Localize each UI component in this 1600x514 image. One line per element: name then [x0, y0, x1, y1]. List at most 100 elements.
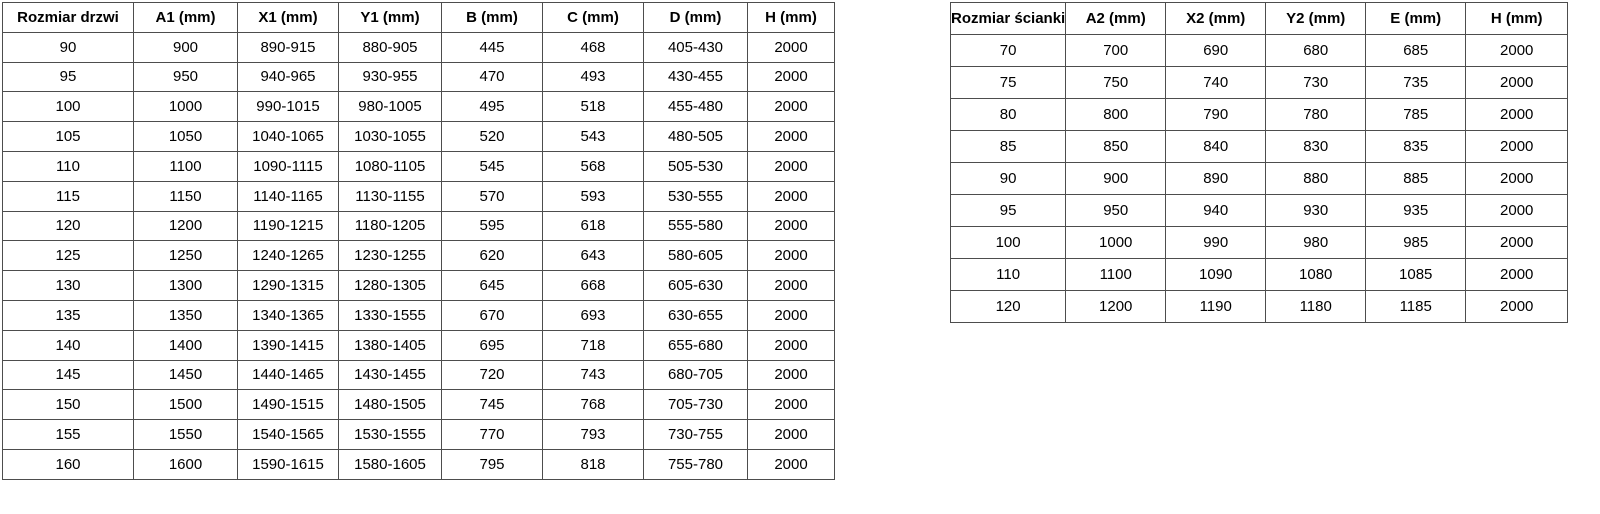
table-cell: 2000: [747, 91, 835, 123]
table-cell: 493: [542, 61, 644, 93]
table-cell: 950: [1065, 194, 1167, 227]
table-cell: 1080-1105: [338, 150, 442, 182]
table-cell: 1340-1365: [237, 299, 339, 331]
table-cell: 470: [441, 61, 543, 93]
table-cell: 1190: [1165, 290, 1267, 323]
table-cell: 2000: [747, 270, 835, 301]
table-cell: 80: [949, 98, 1067, 131]
table-cell: 1350: [133, 299, 238, 331]
table-cell: 940: [1165, 194, 1267, 227]
table-cell: 150: [2, 389, 134, 421]
table-cell: 630-655: [643, 299, 748, 331]
table-cell: 718: [542, 329, 644, 361]
table-cell: 115: [2, 180, 134, 212]
column-header: X1 (mm): [237, 2, 339, 33]
table-row: 70 700 690 680 685 2000: [949, 34, 1569, 67]
table-cell: 2000: [747, 389, 835, 421]
table-cell: 835: [1365, 130, 1467, 163]
table-cell: 935: [1365, 194, 1467, 227]
table-cell: 1200: [1065, 290, 1167, 323]
table-cell: 793: [542, 419, 644, 450]
table-cell: 1050: [133, 121, 238, 152]
table-row: 145 1450 1440-1465 1430-1455 720 743 680-705 20…: [2, 359, 835, 391]
table-row: 90 900 890 880 885 2000: [949, 162, 1569, 195]
wall-panel-sizes-table: Rozmiar ścianki A2 (mm) X2 (mm) Y2 (mm) E (m…: [949, 2, 1569, 323]
table-cell: 680-705: [643, 359, 748, 391]
door-sizes-table: Rozmiar drzwi A1 (mm) X1 (mm) Y1 (mm) B (mm)…: [2, 2, 835, 480]
table-cell: 605-630: [643, 270, 748, 301]
table-cell: 850: [1065, 130, 1167, 163]
table-cell: 455-480: [643, 91, 748, 123]
table-cell: 768: [542, 389, 644, 421]
table-cell: 2000: [1465, 34, 1569, 67]
table-cell: 730-755: [643, 419, 748, 450]
table-cell: 1600: [133, 448, 238, 480]
table-cell: 1100: [133, 150, 238, 182]
table-cell: 100: [949, 226, 1067, 259]
table-cell: 95: [949, 194, 1067, 227]
table-cell: 90: [2, 31, 134, 63]
table-cell: 1580-1605: [338, 448, 442, 480]
table-row: 95 950 940-965 930-955 470 493 430-455 2000: [2, 61, 835, 93]
table-cell: 480-505: [643, 121, 748, 152]
table-cell: 705-730: [643, 389, 748, 421]
table-cell: 1000: [133, 91, 238, 123]
table-cell: 880-905: [338, 31, 442, 63]
table-cell: 2000: [1465, 290, 1569, 323]
table-cell: 135: [2, 299, 134, 331]
table-cell: 950: [133, 61, 238, 93]
table-cell: 505-530: [643, 150, 748, 182]
table-cell: 1390-1415: [237, 329, 339, 361]
table-cell: 2000: [1465, 258, 1569, 291]
table-row: 140 1400 1390-1415 1380-1405 695 718 655-680 20…: [2, 329, 835, 361]
table-cell: 1180-1205: [338, 210, 442, 242]
table-cell: 1000: [1065, 226, 1167, 259]
table-cell: 720: [441, 359, 543, 391]
table-cell: 680: [1265, 34, 1367, 67]
table-cell: 1300: [133, 270, 238, 301]
table-row: 150 1500 1490-1515 1480-1505 745 768 705-730 20…: [2, 389, 835, 421]
table-cell: 1080: [1265, 258, 1367, 291]
table-cell: 568: [542, 150, 644, 182]
table-row: 115 1150 1140-1165 1130-1155 570 593 530-555 20…: [2, 180, 835, 212]
table-cell: 1230-1255: [338, 240, 442, 272]
table-row: 90 900 890-915 880-905 445 468 405-430 2000: [2, 31, 835, 63]
table-cell: 668: [542, 270, 644, 301]
table-cell: 405-430: [643, 31, 748, 63]
table-cell: 1530-1555: [338, 419, 442, 450]
table-cell: 755-780: [643, 448, 748, 480]
column-header: D (mm): [643, 2, 748, 33]
table-cell: 85: [949, 130, 1067, 163]
table-cell: 1100: [1065, 258, 1167, 291]
table-cell: 618: [542, 210, 644, 242]
column-header: Rozmiar drzwi: [2, 2, 134, 33]
column-header: X2 (mm): [1165, 2, 1267, 35]
table-cell: 735: [1365, 66, 1467, 99]
table-cell: 140: [2, 329, 134, 361]
table-cell: 2000: [1465, 226, 1569, 259]
column-header: H (mm): [747, 2, 835, 33]
table-row: 125 1250 1240-1265 1230-1255 620 643 580-605 20…: [2, 240, 835, 272]
table-cell: 545: [441, 150, 543, 182]
table-cell: 1480-1505: [338, 389, 442, 421]
table-cell: 2000: [1465, 66, 1569, 99]
table-cell: 595: [441, 210, 543, 242]
column-header: H (mm): [1465, 2, 1569, 35]
table-cell: 790: [1165, 98, 1267, 131]
table-cell: 900: [1065, 162, 1167, 195]
table-cell: 645: [441, 270, 543, 301]
table-row: 80 800 790 780 785 2000: [949, 98, 1569, 131]
table-cell: 580-605: [643, 240, 748, 272]
table-cell: 830: [1265, 130, 1367, 163]
table-cell: 980: [1265, 226, 1367, 259]
table-cell: 468: [542, 31, 644, 63]
table-row: 100 1000 990 980 985 2000: [949, 226, 1569, 259]
table-cell: 1500: [133, 389, 238, 421]
table-cell: 743: [542, 359, 644, 391]
table-cell: 1085: [1365, 258, 1467, 291]
table-cell: 2000: [747, 31, 835, 63]
column-header: B (mm): [441, 2, 543, 33]
table-cell: 555-580: [643, 210, 748, 242]
table-cell: 2000: [747, 210, 835, 242]
table-row: 120 1200 1190 1180 1185 2000: [949, 290, 1569, 323]
